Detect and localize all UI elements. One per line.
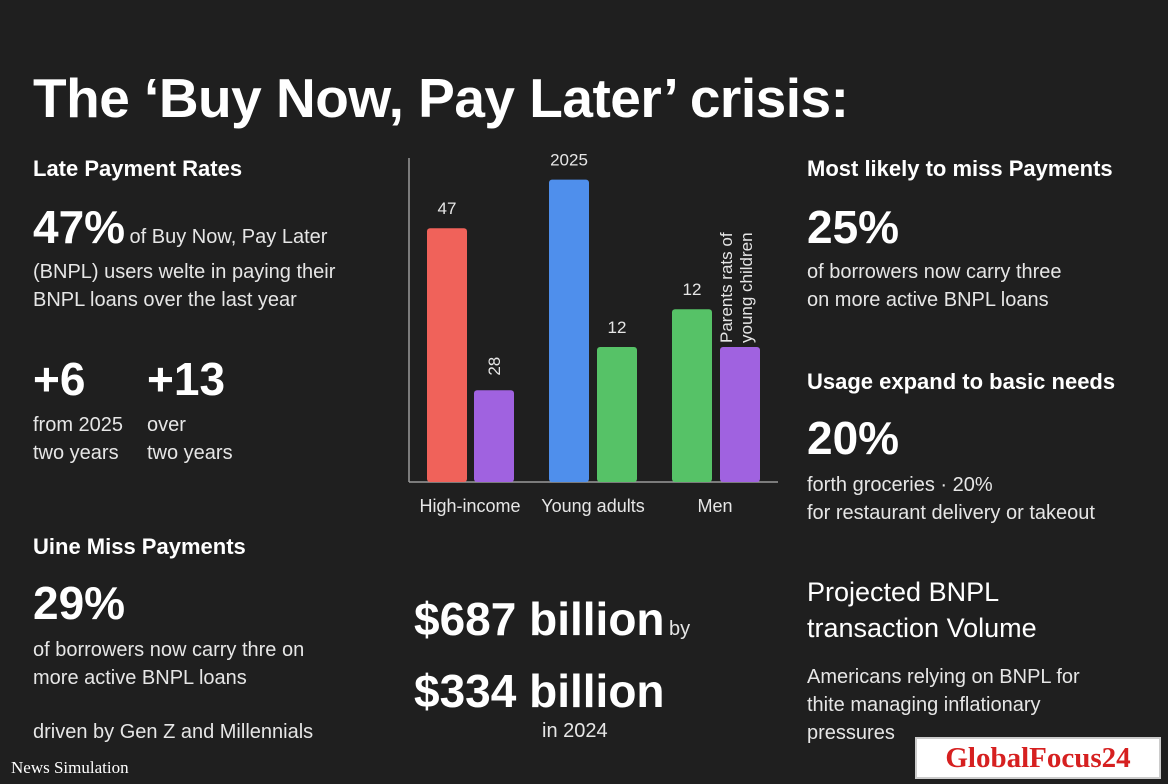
- chart-bar-value-label: 12: [608, 318, 627, 337]
- chart-bar: [549, 179, 589, 482]
- late-payment-desc-inline: of Buy Now, Pay Later: [129, 226, 328, 248]
- miss-payments-driver: driven by Gen Z and Millennials: [33, 721, 314, 743]
- projected-volume-title: Projected BNPL transaction Volume: [807, 574, 1037, 646]
- usage-stat: 20%: [807, 412, 900, 464]
- miss-payments-heading: Uine Miss Payments: [33, 534, 246, 559]
- miss-payments-desc-line: more active BNPL loans: [33, 667, 247, 689]
- news-simulation-watermark: News Simulation: [11, 758, 129, 777]
- delta-six-value: +6: [33, 353, 86, 405]
- usage-heading: Usage expand to basic needs: [807, 369, 1116, 394]
- delta-six-desc-line: two years: [33, 442, 119, 464]
- usage-desc-line: forth groceries · 20%: [807, 474, 993, 496]
- chart-bars: [427, 179, 760, 482]
- chart-category-label: Young adults: [541, 496, 644, 516]
- usage-desc-line: for restaurant delivery or takeout: [807, 502, 1095, 524]
- americans-desc-line: pressures: [807, 722, 895, 744]
- delta-six-desc-line: from 2025: [33, 414, 124, 436]
- chart-bar: [427, 228, 467, 482]
- globalfocus24-logo-text: GlobalFocus24: [945, 741, 1131, 774]
- most-likely-stat: 25%: [807, 201, 900, 253]
- amount-334: $334 billion: [414, 665, 665, 717]
- chart-bar-value-label: young children: [737, 232, 756, 343]
- late-payment-stat-row: 47% of Buy Now, Pay Later: [33, 200, 327, 254]
- bnpl-bar-chart: 47 28 2025 12 12 Parents rats of young childre…: [408, 151, 778, 516]
- chart-bar: [597, 347, 637, 482]
- amount-334-suffix: in 2024: [542, 720, 608, 742]
- usage-desc: forth groceries · 20% for restaurant del…: [807, 471, 1095, 527]
- chart-category-labels: High-income Young adults Men: [419, 496, 732, 516]
- miss-payments-desc: of borrowers now carry thre on more acti…: [33, 636, 304, 692]
- chart-bar-value-label: 47: [438, 199, 457, 218]
- amount-687: $687 billion: [414, 593, 665, 645]
- americans-desc-line: thite managing inflationary: [807, 694, 1041, 716]
- projected-volume-title-line: transaction Volume: [807, 613, 1037, 643]
- delta-thirteen-desc: over two years: [147, 411, 233, 467]
- late-payment-heading: Late Payment Rates: [33, 156, 243, 181]
- chart-category-label: Men: [697, 496, 732, 516]
- most-likely-desc-line: on more active BNPL loans: [807, 289, 1049, 311]
- delta-thirteen-desc-line: over: [147, 414, 186, 436]
- americans-desc: Americans relying on BNPL for thite mana…: [807, 663, 1080, 747]
- chart-bar-value-label: 28: [485, 357, 504, 376]
- chart-bar-value-label: 12: [683, 280, 702, 299]
- most-likely-desc-line: of borrowers now carry three: [807, 261, 1062, 283]
- miss-payments-stat: 29%: [33, 577, 126, 629]
- amount-687-suffix: by: [668, 618, 691, 640]
- globalfocus24-logo: GlobalFocus24: [915, 737, 1161, 779]
- chart-bar-value-label: 2025: [550, 151, 588, 170]
- chart-category-label: High-income: [419, 496, 520, 516]
- miss-payments-desc-line: of borrowers now carry thre on: [33, 639, 305, 661]
- americans-desc-line: Americans relying on BNPL for: [807, 666, 1080, 688]
- most-likely-heading: Most likely to miss Payments: [807, 156, 1113, 181]
- delta-thirteen-desc-line: two years: [147, 442, 233, 464]
- late-payment-desc: (BNPL) users welte in paying their BNPL …: [33, 258, 335, 314]
- page-title: The ‘Buy Now, Pay Later’ crisis:: [33, 67, 849, 129]
- chart-bar: [720, 347, 760, 482]
- amount-687-row: $687 billion by: [414, 592, 690, 646]
- chart-bar: [474, 390, 514, 482]
- chart-bar-value-label: Parents rats of: [717, 232, 736, 343]
- late-payment-desc-line: (BNPL) users welte in paying their: [33, 261, 336, 283]
- most-likely-desc: of borrowers now carry three on more act…: [807, 258, 1062, 314]
- chart-bar-labels: 47 28 2025 12 12 Parents rats of young childre…: [438, 151, 756, 376]
- projected-volume-title-line: Projected BNPL: [807, 577, 1000, 607]
- late-payment-desc-line: BNPL loans over the last year: [33, 289, 297, 311]
- delta-thirteen-value: +13: [147, 353, 226, 405]
- chart-bar: [672, 309, 712, 482]
- delta-six-desc: from 2025 two years: [33, 411, 123, 467]
- late-payment-stat: 47%: [33, 201, 126, 253]
